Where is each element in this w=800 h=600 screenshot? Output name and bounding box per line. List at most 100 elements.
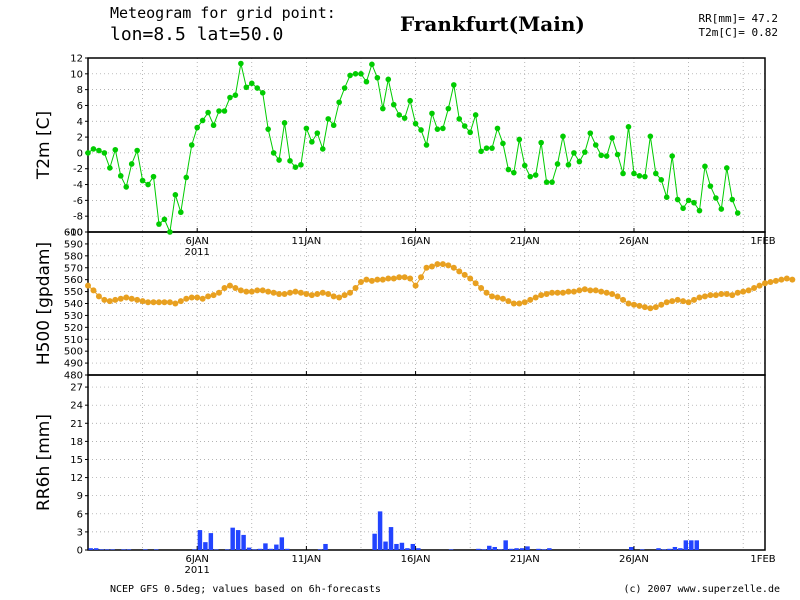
t2m-data-point (598, 152, 605, 159)
precip-bar (672, 546, 678, 550)
t2m-data-point (292, 164, 299, 170)
h500-data-point (221, 285, 228, 292)
t2m-data-point (363, 78, 370, 85)
precip-bar (377, 511, 383, 550)
h500-data-point (527, 296, 534, 303)
precip-bar (257, 548, 263, 550)
precip-bar (476, 548, 481, 550)
h500-data-point (494, 294, 501, 301)
t2m-data-point (380, 105, 386, 112)
h500-data-point (478, 285, 485, 292)
precip-bar (661, 549, 667, 550)
t2m-data-point (571, 150, 577, 156)
h500-data-point (210, 292, 217, 299)
t2m-data-point (674, 196, 681, 203)
h500-data-point (669, 298, 676, 305)
precip-bar (448, 549, 454, 550)
h500-axis-label: H500 [gpdam] (34, 242, 54, 365)
precip-bar (214, 549, 219, 550)
t2m-y-tick-label: 6 (77, 101, 83, 112)
t2m-data-point (696, 207, 703, 214)
h500-data-point (707, 292, 714, 299)
h500-data-point (188, 294, 195, 301)
h500-data-point (145, 299, 152, 306)
x-tick-label: 6JAN (185, 554, 208, 565)
h500-data-point (723, 290, 730, 297)
h500-data-point (134, 296, 141, 303)
t2m-data-point (194, 124, 200, 131)
precip-bar (497, 549, 503, 550)
t2m-data-point (467, 129, 473, 136)
precip-bar (143, 549, 148, 550)
precip-bar (503, 540, 508, 550)
location-name: Frankfurt(Main) (400, 12, 585, 36)
h500-data-point (554, 289, 561, 296)
h500-data-point (363, 276, 370, 283)
t2m-data-point (117, 173, 124, 179)
h500-data-point (101, 296, 108, 303)
h500-data-point (445, 262, 452, 269)
h500-data-point (625, 300, 632, 307)
h500-data-point (663, 299, 670, 306)
precip-bar (104, 549, 110, 550)
h500-data-point (216, 289, 223, 296)
t2m-data-point (663, 194, 670, 200)
t2m-data-point (450, 82, 457, 88)
h500-data-point (265, 288, 272, 295)
t2m-data-point (658, 177, 665, 183)
t2m-y-tick-label: -8 (73, 212, 83, 223)
h500-data-point (581, 286, 588, 293)
x-tick-label: 16JAN (401, 554, 431, 565)
h500-data-point (319, 289, 326, 296)
h500-data-point (538, 292, 545, 299)
h500-data-point (106, 298, 113, 305)
t2m-data-point (232, 92, 239, 98)
h500-data-point (347, 289, 354, 296)
t2m-data-point (319, 146, 326, 152)
h500-data-point (549, 289, 556, 296)
t2m-data-point (314, 130, 321, 136)
t2m-data-point (702, 163, 708, 170)
h500-y-tick-label: 560 (64, 275, 83, 286)
x-tick-label: 21JAN (510, 554, 540, 565)
h500-y-tick-label: 590 (64, 239, 83, 250)
x-tick-label: 6JAN (185, 236, 208, 247)
t2m-data-point (352, 71, 359, 77)
t2m-data-point (265, 126, 271, 132)
precip-bar (235, 530, 241, 550)
h500-data-point (281, 290, 288, 297)
t2m-data-point (680, 205, 686, 212)
copyright-credit: (c) 2007 www.superzelle.de (623, 584, 780, 595)
h500-data-point (95, 293, 102, 300)
h500-data-point (254, 287, 261, 294)
h500-data-point (155, 299, 162, 306)
h500-data-point (434, 261, 441, 268)
t2m-data-point (161, 216, 168, 223)
h500-data-point (287, 289, 294, 296)
h500-data-point (783, 275, 790, 282)
h500-data-point (407, 275, 414, 282)
t2m-data-point (238, 60, 244, 67)
t2m-data-point (374, 74, 381, 81)
h500-data-point (418, 274, 425, 281)
t2m-data-point (707, 183, 714, 189)
rr-y-tick-label: 21 (70, 419, 83, 430)
h500-data-point (297, 289, 304, 296)
h500-data-point (292, 288, 299, 295)
t2m-data-point (101, 150, 108, 156)
h500-data-point (483, 289, 490, 296)
t2m-data-point (347, 72, 353, 79)
t2m-data-point (620, 170, 626, 177)
t2m-data-point (625, 124, 632, 130)
t2m-data-point (254, 85, 261, 91)
h500-data-point (385, 275, 392, 282)
x-tick-label: 21JAN (510, 236, 540, 247)
h500-data-point (194, 294, 201, 301)
h500-data-point (718, 290, 725, 297)
t2m-data-point (549, 179, 555, 185)
h500-data-point (117, 295, 124, 302)
h500-data-point (778, 276, 785, 283)
h500-y-tick-label: 540 (64, 299, 83, 310)
t2m-data-point (472, 112, 479, 118)
